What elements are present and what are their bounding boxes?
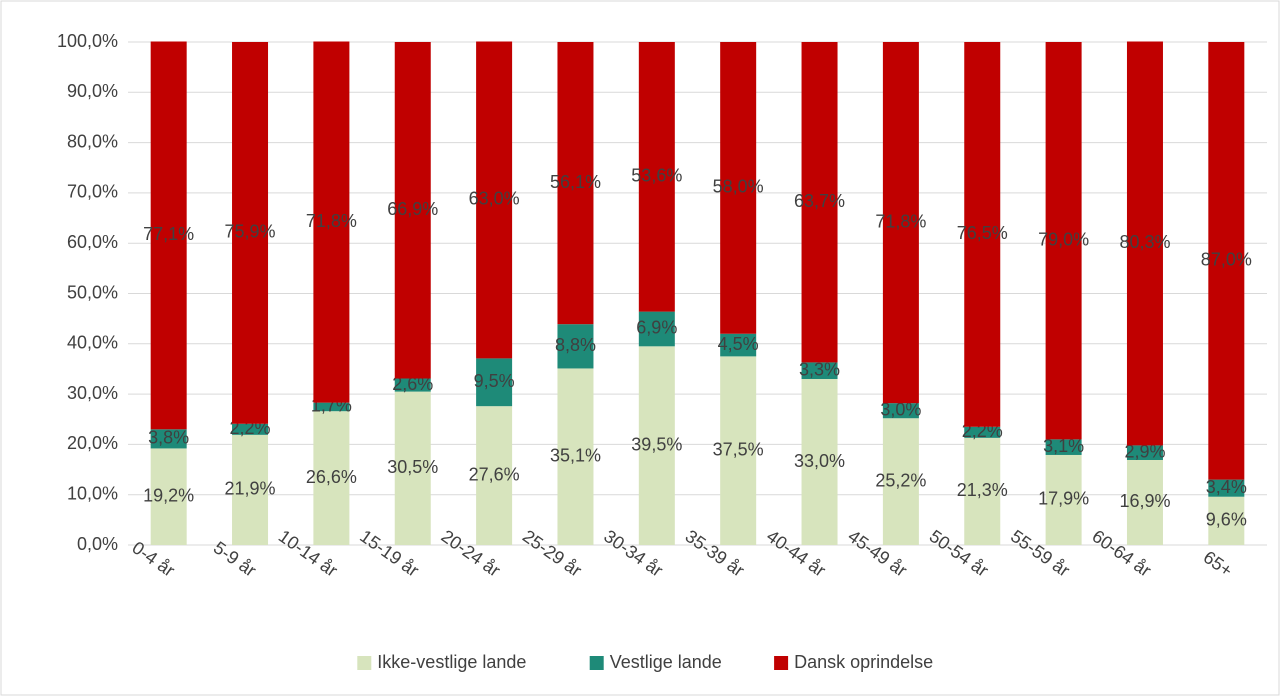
bar-segment: [557, 368, 594, 545]
bar-segment: [964, 42, 1001, 427]
y-tick-label: 100,0%: [57, 31, 118, 51]
bar-segment: [232, 434, 269, 545]
data-label: 33,0%: [794, 451, 845, 471]
bar-segment: [801, 42, 838, 363]
data-label: 80,3%: [1119, 232, 1170, 252]
data-label: 75,9%: [225, 222, 276, 242]
bar-segment: [1045, 439, 1082, 455]
bar-segment: [557, 324, 594, 369]
bar-segment: [720, 356, 757, 545]
legend-swatch: [774, 656, 789, 670]
bar-segment: [394, 391, 431, 545]
y-tick-label: 50,0%: [67, 282, 118, 302]
y-tick-label: 70,0%: [67, 182, 118, 202]
data-label: 17,9%: [1038, 489, 1089, 509]
bar-segment: [394, 42, 431, 379]
bar-segment: [1208, 496, 1245, 545]
bar-segment: [476, 406, 513, 545]
y-tick-label: 20,0%: [67, 433, 118, 453]
data-label: 4,5%: [718, 334, 759, 354]
bar-segment: [313, 41, 350, 403]
data-label: 3,3%: [799, 359, 840, 379]
data-label: 77,1%: [143, 224, 194, 244]
data-label: 25,2%: [875, 470, 926, 490]
bar-segment: [964, 437, 1001, 545]
bar-segment: [720, 42, 757, 334]
legend-swatch: [589, 656, 604, 670]
bar-segment: [150, 41, 187, 430]
bar-segment: [313, 402, 350, 412]
bar-segment: [720, 333, 757, 357]
bar-segment: [638, 311, 675, 347]
bar-segment: [1045, 42, 1082, 440]
data-label: 56,1%: [550, 172, 601, 192]
data-label: 71,8%: [875, 211, 926, 231]
legend-label: Ikke-vestlige lande: [377, 652, 526, 672]
data-label: 9,6%: [1206, 510, 1247, 530]
bar-segment: [1126, 41, 1163, 446]
y-tick-label: 30,0%: [67, 383, 118, 403]
data-label: 21,3%: [957, 480, 1008, 500]
data-label: 27,6%: [469, 464, 520, 484]
data-label: 2,9%: [1124, 441, 1165, 461]
bar-segment: [882, 42, 919, 404]
data-label: 3,0%: [880, 399, 921, 419]
y-tick-label: 40,0%: [67, 333, 118, 353]
bar-segment: [801, 379, 838, 545]
data-label: 8,8%: [555, 335, 596, 355]
data-label: 3,8%: [148, 428, 189, 448]
bar-segment: [150, 429, 187, 449]
data-label: 66,9%: [387, 199, 438, 219]
bar-segment: [801, 362, 838, 380]
bar-segment: [882, 403, 919, 419]
bar-segment: [1208, 479, 1245, 497]
data-label: 35,1%: [550, 445, 601, 465]
y-tick-label: 90,0%: [67, 81, 118, 101]
data-label: 39,5%: [631, 434, 682, 454]
data-label: 53,6%: [631, 166, 682, 186]
legend-swatch: [357, 656, 372, 670]
bar-segment: [476, 41, 513, 359]
bar-segment: [394, 378, 431, 392]
data-label: 37,5%: [713, 439, 764, 459]
y-tick-label: 60,0%: [67, 232, 118, 252]
bar-segment: [232, 42, 269, 424]
bar-segment: [150, 448, 187, 545]
bar-segment: [557, 42, 594, 325]
bar-segment: [1045, 454, 1082, 545]
bar-segment: [1126, 445, 1163, 460]
data-label: 58,0%: [713, 177, 764, 197]
data-label: 79,0%: [1038, 229, 1089, 249]
bar-segment: [964, 426, 1001, 438]
data-label: 21,9%: [225, 479, 276, 499]
y-tick-label: 0,0%: [77, 534, 118, 554]
data-label: 6,9%: [636, 318, 677, 338]
bar-segment: [882, 418, 919, 545]
bar-segment: [638, 346, 675, 545]
data-label: 3,4%: [1206, 477, 1247, 497]
data-label: 63,7%: [794, 191, 845, 211]
bar-segment: [232, 423, 269, 435]
data-label: 63,0%: [469, 189, 520, 209]
data-label: 26,6%: [306, 467, 357, 487]
bar-segment: [476, 358, 513, 407]
legend-label: Dansk oprindelse: [794, 652, 933, 672]
legend-label: Vestlige lande: [610, 652, 722, 672]
data-label: 2,6%: [392, 374, 433, 394]
bar-segment: [313, 411, 350, 545]
y-tick-label: 80,0%: [67, 131, 118, 151]
data-label: 76,5%: [957, 223, 1008, 243]
bar-segment: [1126, 459, 1163, 545]
bar-segment: [1208, 42, 1245, 480]
bar-segment: [638, 42, 675, 312]
data-label: 3,1%: [1043, 436, 1084, 456]
y-tick-label: 10,0%: [67, 483, 118, 503]
data-label: 19,2%: [143, 485, 194, 505]
data-label: 30,5%: [387, 457, 438, 477]
data-label: 87,0%: [1201, 250, 1252, 270]
data-label: 71,8%: [306, 211, 357, 231]
data-label: 16,9%: [1119, 491, 1170, 511]
data-label: 9,5%: [474, 371, 515, 391]
